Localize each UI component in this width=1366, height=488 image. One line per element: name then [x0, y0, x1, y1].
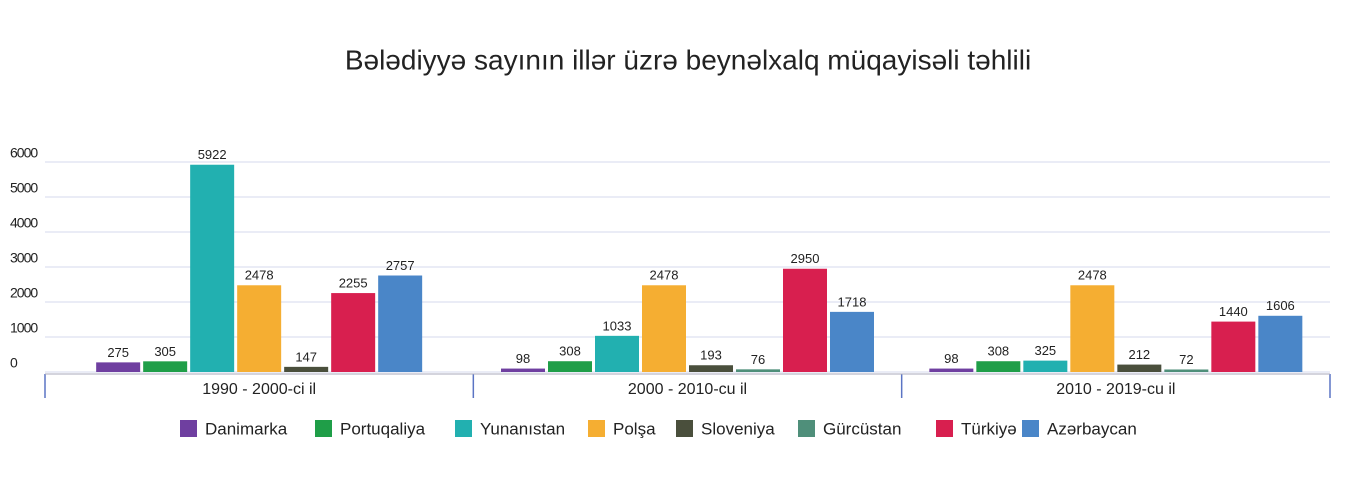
legend-label: Danimarka [205, 419, 288, 438]
y-tick-label: 4000 [10, 215, 38, 231]
data-label: 98 [944, 351, 958, 366]
x-tick-label: 1990 - 2000-ci il [202, 381, 316, 398]
data-label: 72 [1179, 352, 1193, 367]
bar [190, 164, 235, 372]
data-label: 2478 [1078, 268, 1107, 283]
bar [237, 285, 282, 372]
y-tick-label: 5000 [10, 180, 38, 196]
legend-label: Portuqaliya [340, 419, 426, 438]
data-label: 147 [295, 349, 317, 364]
legend-label: Gürcüstan [823, 419, 901, 438]
data-label: 76 [751, 352, 765, 367]
y-tick-label: 3000 [10, 250, 38, 266]
legend-swatch [588, 420, 605, 437]
legend-swatch [180, 420, 197, 437]
bar [501, 368, 545, 372]
data-label: 2757 [386, 258, 415, 273]
data-label: 2255 [339, 276, 368, 291]
data-label: 1718 [838, 294, 867, 309]
data-label: 275 [107, 345, 129, 360]
legend-swatch [676, 420, 693, 437]
bar [689, 365, 733, 372]
y-tick-label: 1000 [10, 320, 38, 336]
data-label: 325 [1034, 343, 1056, 358]
bar [929, 368, 974, 372]
bar [1164, 369, 1209, 372]
bar [96, 362, 141, 372]
data-label: 305 [154, 344, 176, 359]
data-label: 308 [987, 344, 1009, 359]
data-label: 1033 [603, 318, 632, 333]
bar [1023, 360, 1068, 372]
y-tick-label: 0 [10, 355, 18, 371]
data-label: 2950 [791, 251, 820, 266]
y-tick-label: 2000 [10, 285, 38, 301]
data-label: 212 [1128, 347, 1150, 362]
bar [595, 335, 639, 372]
data-label: 308 [559, 344, 581, 359]
data-label: 5922 [198, 147, 227, 162]
bar [284, 366, 329, 372]
legend-swatch [798, 420, 815, 437]
bar [378, 275, 423, 372]
legend-label: Azərbaycan [1047, 419, 1137, 438]
legend-swatch [455, 420, 472, 437]
bar [783, 268, 827, 372]
bar [548, 361, 592, 372]
legend-label: Yunanıstan [480, 419, 565, 438]
bar [642, 285, 686, 372]
legend-label: Polşa [613, 419, 656, 438]
bar [1070, 285, 1115, 372]
legend-swatch [315, 420, 332, 437]
bar [331, 293, 376, 372]
legend-label: Türkiyə [961, 419, 1017, 438]
legend-label: Sloveniya [701, 419, 775, 438]
data-label: 1606 [1266, 298, 1295, 313]
x-tick-label: 2010 - 2019-cu il [1056, 381, 1175, 398]
bar [976, 361, 1021, 372]
x-tick-label: 2000 - 2010-cu il [628, 381, 747, 398]
data-label: 2478 [650, 268, 679, 283]
bar [736, 369, 780, 372]
bar [1211, 321, 1256, 372]
bar [830, 311, 874, 372]
data-label: 98 [516, 351, 530, 366]
bar [1258, 315, 1303, 372]
bar [143, 361, 188, 372]
bar [1117, 364, 1162, 372]
legend-swatch [936, 420, 953, 437]
data-label: 193 [700, 348, 722, 363]
data-label: 2478 [245, 268, 274, 283]
data-label: 1440 [1219, 304, 1248, 319]
y-tick-label: 6000 [10, 145, 38, 161]
legend-swatch [1022, 420, 1039, 437]
chart-title: Bələdiyyə sayının illər üzrə beynəlxalq … [345, 44, 1031, 75]
